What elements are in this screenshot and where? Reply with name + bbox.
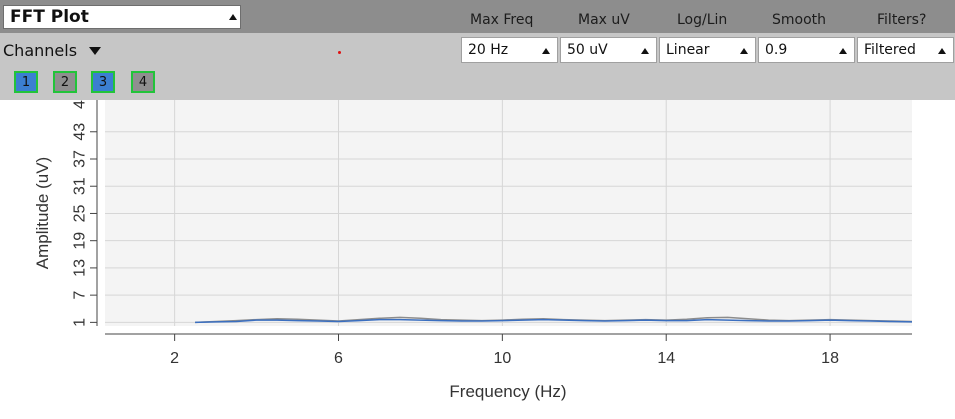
x-tick-label: 6 — [334, 350, 343, 367]
log-lin-value: Linear — [666, 42, 710, 58]
channel-toggle-1[interactable]: 1 — [14, 71, 38, 93]
max-uv-value: 50 uV — [567, 42, 608, 58]
x-tick-label: 14 — [657, 350, 675, 367]
y-tick-label: 13 — [72, 259, 89, 277]
caret-up-icon — [938, 48, 946, 54]
fft-chart: 2 6 10 14 18 1 7 13 19 25 31 37 43 4 Frequency (Hz) A… — [33, 100, 913, 401]
channels-dropdown-label[interactable]: Channels — [3, 41, 78, 60]
smooth-header: Smooth — [772, 12, 827, 28]
max-uv-dropdown[interactable]: 50 uV — [560, 37, 657, 63]
fft-plot: 2 6 10 14 18 1 7 13 19 25 31 37 43 4 Frequency (Hz) A… — [0, 100, 955, 415]
y-tick-label: 19 — [72, 232, 89, 250]
status-dot — [338, 51, 341, 54]
log-lin-dropdown[interactable]: Linear — [659, 37, 756, 63]
series-line-2 — [195, 318, 913, 324]
filters-header: Filters? — [877, 12, 927, 28]
widget-title: FFT Plot — [10, 7, 89, 27]
max-uv-header: Max uV — [578, 12, 630, 28]
smooth-dropdown[interactable]: 0.9 — [758, 37, 855, 63]
x-tick-label: 2 — [170, 350, 179, 367]
smooth-value: 0.9 — [765, 42, 788, 58]
caret-up-icon — [641, 48, 649, 54]
y-tick-label: 43 — [72, 123, 89, 141]
filters-value: Filtered — [864, 42, 916, 58]
y-tick-label: 25 — [72, 204, 89, 222]
max-freq-value: 20 Hz — [468, 42, 509, 58]
widget-type-select[interactable]: FFT Plot — [3, 5, 241, 29]
x-tick-label: 18 — [821, 350, 839, 367]
y-tick-label: 7 — [72, 291, 89, 300]
y-tick-label: 31 — [72, 177, 89, 195]
control-bar: Channels 20 Hz 50 uV Linear 0.9 Filtered… — [0, 33, 955, 100]
widget-header: FFT Plot Max Freq Max uV Log/Lin Smooth … — [0, 0, 955, 33]
y-axis-label: Amplitude (uV) — [33, 157, 52, 269]
channel-toggle-2[interactable]: 2 — [53, 71, 77, 93]
filters-dropdown[interactable]: Filtered — [857, 37, 954, 63]
caret-up-icon — [542, 48, 550, 54]
y-tick-label: 4 — [72, 100, 89, 109]
caret-up-icon — [229, 14, 237, 20]
caret-up-icon — [740, 48, 748, 54]
x-tick-label: 10 — [493, 350, 511, 367]
caret-up-icon — [839, 48, 847, 54]
log-lin-header: Log/Lin — [677, 12, 728, 28]
max-freq-header: Max Freq — [470, 12, 534, 28]
x-axis-label: Frequency (Hz) — [449, 382, 566, 401]
max-freq-dropdown[interactable]: 20 Hz — [461, 37, 558, 63]
y-tick-label: 37 — [72, 150, 89, 168]
channel-toggle-4[interactable]: 4 — [131, 71, 155, 93]
chevron-down-icon[interactable] — [89, 47, 101, 55]
y-tick-label: 1 — [72, 318, 89, 327]
channel-toggle-3[interactable]: 3 — [91, 71, 115, 93]
